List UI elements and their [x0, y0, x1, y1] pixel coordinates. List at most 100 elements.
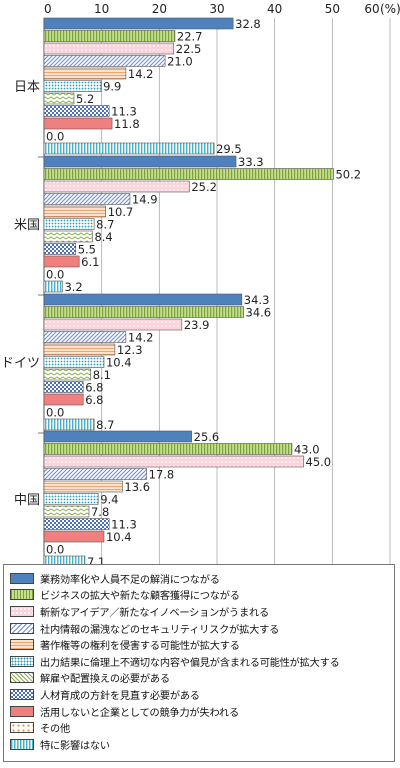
- data-label: 9.9: [103, 80, 121, 94]
- data-label: 6.8: [85, 381, 103, 395]
- data-label: 11.3: [111, 105, 137, 119]
- data-label: 25.2: [191, 180, 217, 194]
- bar: [43, 493, 99, 505]
- data-label: 14.2: [128, 67, 154, 81]
- data-label: 7.8: [91, 505, 109, 519]
- category-label: 中国: [14, 493, 40, 508]
- legend-item: 社内情報の漏洩などのセキュリティリスクが拡大する: [10, 620, 394, 637]
- legend-label: ビジネスの拡大や新たな顧客獲得につながる: [40, 591, 240, 603]
- x-tick-label: 60: [364, 2, 379, 16]
- data-label: 8.4: [94, 230, 112, 244]
- data-label: 23.9: [184, 318, 210, 332]
- bar: [43, 243, 77, 255]
- data-label: 0.0: [46, 406, 64, 420]
- bar: [43, 418, 95, 431]
- data-label: 0.0: [46, 268, 64, 282]
- bar: [43, 381, 84, 393]
- data-label: 13.6: [124, 480, 150, 494]
- bar: [43, 280, 63, 293]
- data-label: 8.7: [96, 218, 114, 232]
- category-label: ドイツ: [1, 356, 40, 371]
- data-label: 10.7: [108, 205, 134, 219]
- data-label: 22.5: [176, 42, 202, 56]
- bar: [43, 180, 190, 193]
- bar: [43, 55, 166, 67]
- x-tick-label: 10: [94, 2, 109, 16]
- data-label: 10.4: [106, 356, 132, 370]
- bar: [43, 306, 244, 318]
- data-label: 0.0: [46, 130, 64, 144]
- data-label: 45.0: [306, 455, 332, 469]
- data-label: 33.3: [238, 155, 264, 169]
- bar: [43, 318, 183, 331]
- bar: [43, 455, 304, 468]
- bar: [43, 92, 75, 105]
- legend-swatch: [10, 639, 34, 651]
- legend-swatch: [10, 605, 34, 617]
- legend-item: その他: [10, 719, 394, 736]
- legend-item: 解雇や配置換えの必要がある: [10, 670, 394, 687]
- legend-item: 著作権等の権利を侵害する可能性が拡大する: [10, 636, 394, 653]
- legend-label: その他: [40, 724, 70, 736]
- legend-swatch: [10, 688, 34, 700]
- bar: [43, 430, 192, 443]
- legend-swatch: [10, 722, 34, 734]
- data-label: 14.2: [128, 331, 154, 345]
- data-label: 3.2: [64, 280, 82, 294]
- bar: [43, 218, 95, 230]
- data-label: 11.3: [111, 518, 137, 532]
- data-label: 12.3: [117, 343, 143, 357]
- legend-label: 斬新なアイデア／新たなイノベーションがうまれる: [40, 607, 269, 619]
- data-label: 34.3: [244, 293, 270, 307]
- data-label: 50.2: [335, 168, 361, 182]
- legend: 業務効率化や人員不足の解消につながる ビジネスの拡大や新たな顧客獲得につながる 斬新…: [3, 564, 395, 762]
- data-label: 8.1: [93, 368, 111, 382]
- bar: [43, 343, 116, 356]
- bar: [43, 105, 110, 117]
- legend-label: 人材育成の方針を見直す必要がある: [40, 690, 200, 702]
- data-label: 25.6: [194, 430, 220, 444]
- data-label: 43.0: [294, 443, 320, 457]
- legend-label: 活用しないと企業としての競争力が失われる: [40, 707, 239, 719]
- legend-swatch: [10, 589, 34, 601]
- x-tick-label: 20: [152, 2, 167, 16]
- bar: [43, 42, 175, 55]
- data-label: 6.1: [81, 255, 99, 269]
- data-label: 22.7: [177, 30, 203, 44]
- x-axis-unit: (%): [380, 2, 400, 16]
- legend-swatch: [10, 655, 34, 667]
- data-label: 17.8: [149, 468, 175, 482]
- bar: [43, 30, 176, 42]
- bar: [43, 480, 123, 493]
- legend-item: 活用しないと企業としての競争力が失われる: [10, 703, 394, 720]
- bar: [43, 468, 147, 480]
- bar: [43, 368, 92, 381]
- data-label: 21.0: [167, 55, 193, 69]
- legend-label: 著作権等の権利を侵害する可能性が拡大する: [40, 641, 240, 653]
- legend-swatch: [10, 572, 34, 584]
- x-tick-label: 50: [325, 2, 340, 16]
- data-label: 7.1: [87, 555, 105, 564]
- data-label: 9.4: [100, 493, 118, 507]
- legend-swatch: [10, 738, 34, 750]
- legend-swatch: [10, 705, 34, 717]
- legend-label: 特に影響はない: [40, 740, 110, 752]
- data-label: 10.4: [106, 530, 132, 544]
- bar: [43, 518, 110, 530]
- bar: [43, 555, 86, 564]
- legend-item: 出力結果に倫理上不適切な内容や偏見が含まれる可能性が拡大する: [10, 653, 394, 670]
- bar: [43, 255, 80, 268]
- category-label: 米国: [14, 218, 40, 233]
- bar: [43, 17, 234, 30]
- data-label: 11.8: [114, 117, 140, 131]
- data-label: 5.2: [76, 92, 94, 106]
- bar: [43, 530, 105, 543]
- bar: [43, 193, 131, 205]
- bar: [43, 331, 127, 343]
- bar: [43, 230, 93, 243]
- data-label: 5.5: [78, 243, 96, 257]
- legend-item: 特に影響はない: [10, 736, 394, 753]
- x-tick-label: 0: [44, 2, 52, 16]
- data-label: 0.0: [46, 543, 64, 557]
- legend-swatch: [10, 622, 34, 634]
